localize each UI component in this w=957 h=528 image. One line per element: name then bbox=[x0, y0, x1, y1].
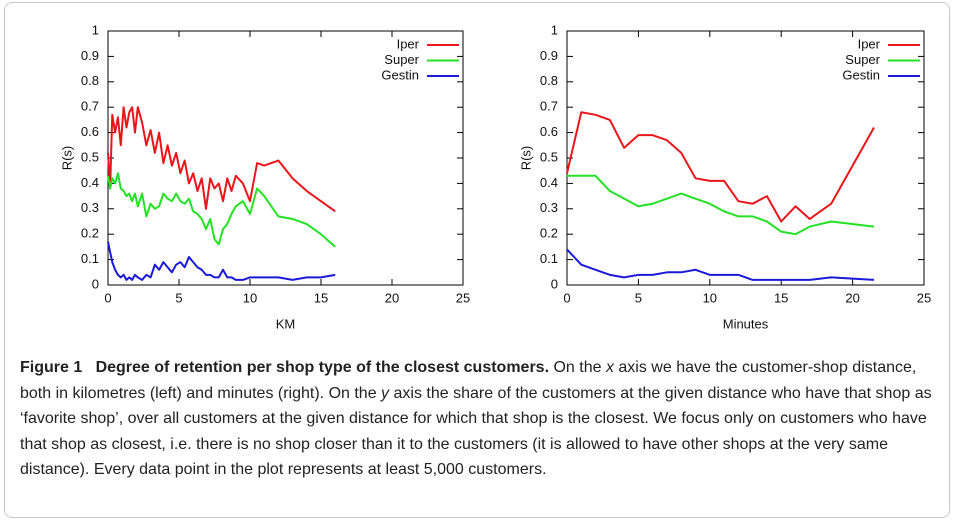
caption-text: On the bbox=[553, 359, 606, 376]
x-tick-label: 15 bbox=[314, 290, 328, 305]
x-tick-label: 0 bbox=[563, 290, 570, 305]
x-tick-label: 10 bbox=[243, 290, 257, 305]
y-axis-label: R(s) bbox=[59, 146, 74, 171]
y-tick-label: 0.9 bbox=[540, 48, 558, 63]
caption-title: Degree of retention per shop type of the… bbox=[95, 359, 550, 376]
x-tick-label: 15 bbox=[774, 290, 788, 305]
y-tick-label: 0.1 bbox=[540, 251, 558, 266]
caption-text: axis the share of the customers at the g… bbox=[20, 384, 932, 479]
legend-label: Gestin bbox=[381, 67, 419, 82]
y-tick-label: 0.5 bbox=[540, 149, 558, 164]
x-tick-label: 5 bbox=[635, 290, 642, 305]
y-tick-label: 1 bbox=[551, 22, 558, 37]
y-tick-label: 1 bbox=[92, 22, 99, 37]
data-line bbox=[567, 174, 875, 236]
caption-text: x bbox=[605, 359, 614, 376]
legend-label: Gestin bbox=[842, 67, 880, 82]
data-line bbox=[566, 248, 875, 281]
caption-text: y bbox=[381, 384, 390, 402]
y-tick-label: 0.2 bbox=[540, 226, 558, 241]
x-tick-label: 20 bbox=[385, 290, 399, 305]
y-tick-label: 0.3 bbox=[540, 200, 558, 215]
x-axis-label: KM bbox=[276, 316, 296, 331]
y-tick-label: 0 bbox=[92, 276, 99, 291]
y-axis-label: R(s) bbox=[518, 146, 533, 171]
x-tick-label: 25 bbox=[917, 290, 931, 305]
y-tick-label: 0.3 bbox=[81, 200, 99, 215]
legend-label: Super bbox=[384, 52, 419, 67]
legend-label: Super bbox=[845, 52, 880, 67]
x-tick-label: 10 bbox=[703, 290, 717, 305]
x-tick-label: 25 bbox=[456, 290, 470, 305]
charts: 00.10.20.30.40.50.60.70.80.910 5 10 15 20 25K… bbox=[59, 22, 931, 331]
y-tick-label: 0.6 bbox=[540, 124, 558, 139]
y-tick-label: 0.7 bbox=[81, 99, 99, 114]
caption: Figure 1 Degree of retention per shop ty… bbox=[20, 355, 935, 483]
caption-label: Figure 1 bbox=[20, 359, 83, 376]
y-tick-label: 0.9 bbox=[81, 48, 99, 63]
figure-frame bbox=[4, 2, 950, 518]
y-tick-label: 0.4 bbox=[540, 175, 558, 190]
y-tick-label: 0.4 bbox=[81, 175, 99, 190]
data-line bbox=[107, 106, 336, 213]
caption-text: axis we have the customer-shop distance,… bbox=[20, 359, 917, 402]
x-tick-label: 5 bbox=[175, 290, 182, 305]
data-line bbox=[107, 241, 336, 281]
x-tick-label: 20 bbox=[845, 290, 859, 305]
y-tick-label: 0.2 bbox=[81, 226, 99, 241]
legend-label: Iper bbox=[858, 36, 881, 51]
y-tick-label: 0.1 bbox=[81, 251, 99, 266]
y-tick-label: 0.7 bbox=[540, 99, 558, 114]
y-tick-label: 0.6 bbox=[81, 124, 99, 139]
x-tick-label: 0 bbox=[104, 290, 111, 305]
y-tick-label: 0 bbox=[551, 276, 558, 291]
y-tick-label: 0.8 bbox=[81, 73, 99, 88]
data-line bbox=[107, 172, 336, 248]
y-tick-label: 0.5 bbox=[81, 149, 99, 164]
y-tick-label: 0.8 bbox=[540, 73, 558, 88]
x-axis-label: Minutes bbox=[723, 316, 769, 331]
data-line bbox=[566, 111, 875, 223]
legend-label: Iper bbox=[397, 36, 420, 51]
